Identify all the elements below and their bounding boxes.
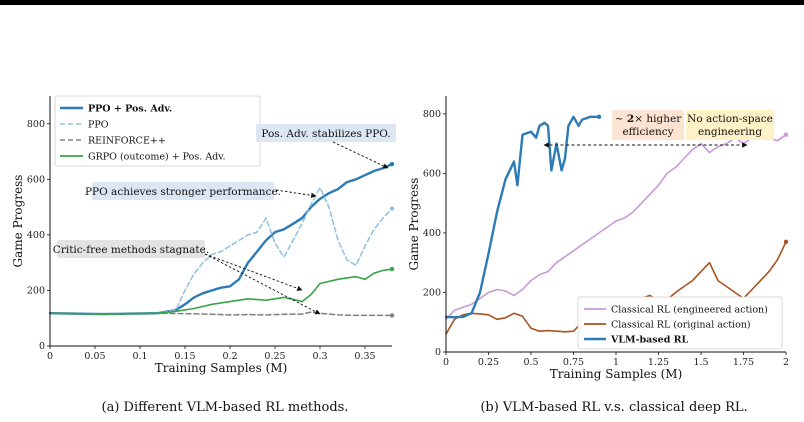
x-tick-label: 0.05 <box>84 351 105 362</box>
chart-a-legend: PPO + Pos. Adv. PPO REINFORCE++ GRPO (ou… <box>54 95 261 167</box>
legend-label-classical-engineered: Classical RL (engineered action) <box>611 305 768 316</box>
x-tick-label: 0.35 <box>354 351 375 362</box>
series-line-2 <box>444 115 601 319</box>
series-end-point-1 <box>783 239 789 245</box>
chart-b-annotations: ~ 2× higher efficiency No action-space e… <box>543 110 774 148</box>
annotation-a3-arrow-1 <box>204 253 303 291</box>
x-tick-label: 0.1 <box>132 351 147 362</box>
x-tick-label: 2 <box>783 357 789 368</box>
y-tick-label: 0 <box>39 341 45 352</box>
chart-b-x-ticks: 0 0.25 0.5 0.75 1 1.25 1.5 1.75 2 <box>443 352 789 368</box>
chart-a-x-ticks: 0 0.05 0.1 0.15 0.2 0.25 0.3 0.35 <box>47 346 376 362</box>
series-line-3 <box>49 268 393 315</box>
series-end-point-0 <box>389 161 395 167</box>
annotation-a2-arrow <box>275 189 317 198</box>
x-tick-label: 0.75 <box>563 357 584 368</box>
x-tick-label: 1 <box>613 357 619 368</box>
y-tick-label: 200 <box>27 286 45 297</box>
annotation-a3-arrow-2 <box>204 253 321 315</box>
annotation-b1-bold: 2 <box>627 113 634 125</box>
annotation-a2-text: PPO achieves stronger performance. <box>85 186 281 198</box>
y-tick-label: 400 <box>423 228 441 239</box>
legend-label-vlm: VLM-based RL <box>610 335 689 346</box>
series-end-point-2 <box>596 114 602 120</box>
chart-a: 0 0.05 0.1 0.15 0.2 0.25 0.3 0.35 0 200 400 600 800… <box>11 95 396 415</box>
x-tick-label: 0.25 <box>264 351 285 362</box>
series-line-0 <box>445 130 787 321</box>
series-end-point-2 <box>389 313 395 318</box>
annotation-a2-box <box>92 182 274 200</box>
series-end-point-0 <box>783 132 789 137</box>
y-tick-label: 0 <box>435 347 441 358</box>
x-tick-label: 0.15 <box>174 351 195 362</box>
annotation-a3-box <box>57 240 205 258</box>
legend-label-classical-original: Classical RL (original action) <box>611 320 751 331</box>
x-tick-label: 0.3 <box>312 351 327 362</box>
chart-b-legend: Classical RL (engineered action) Classic… <box>577 296 783 350</box>
annotation-a1-text: Pos. Adv. stabilizes PPO. <box>261 128 390 140</box>
annotation-b2-line1: No action-space <box>687 113 773 125</box>
annotation-b1-line2: efficiency <box>622 126 673 138</box>
x-tick-label: 1.5 <box>693 357 708 368</box>
legend-label-ppo-pos-adv: PPO + Pos. Adv. <box>88 104 172 115</box>
legend-label-reinforce: REINFORCE++ <box>88 136 166 147</box>
chart-a-y-ticks: 0 200 400 600 800 <box>27 119 50 352</box>
chart-b: 0 0.25 0.5 0.75 1 1.25 1.5 1.75 2 0200400600800 … <box>407 96 789 415</box>
y-tick-label: 400 <box>27 230 45 241</box>
legend-label-grpo: GRPO (outcome) + Pos. Adv. <box>88 152 226 163</box>
chart-b-legend-box <box>577 296 783 350</box>
x-tick-label: 0.25 <box>478 357 499 368</box>
chart-a-axes <box>49 96 392 347</box>
x-tick-label: 1.75 <box>733 357 754 368</box>
annotation-b1-box <box>612 110 684 140</box>
annotation-a1-arrow <box>332 141 389 169</box>
x-tick-label: 0.5 <box>523 357 538 368</box>
y-tick-label: 200 <box>423 288 441 299</box>
series-end-point-1 <box>389 206 395 211</box>
y-tick-label: 800 <box>423 109 441 120</box>
annotation-b1-suffix: × higher <box>634 113 682 125</box>
annotation-b1-line1: ~ 2× higher <box>615 113 682 125</box>
x-tick-label: 1.25 <box>648 357 669 368</box>
annotation-b2-box <box>686 110 774 140</box>
chart-a-series <box>48 161 395 318</box>
chart-b-y-axis-label: Game Progress <box>407 178 421 271</box>
chart-b-x-axis-label: Training Samples (M) <box>550 367 683 381</box>
chart-b-caption: (b) VLM-based RL v.s. classical deep RL. <box>480 400 747 415</box>
chart-a-x-axis-label: Training Samples (M) <box>155 361 288 375</box>
annotation-b1-prefix: ~ <box>615 113 627 125</box>
x-tick-label: 0.2 <box>222 351 237 362</box>
chart-b-y-ticks: 0 200 400 600 800 <box>423 109 446 358</box>
chart-a-caption: (a) Different VLM-based RL methods. <box>102 400 349 415</box>
chart-a-annotations: Pos. Adv. stabilizes PPO. PPO achieves s… <box>53 124 396 315</box>
x-tick-label: 0 <box>47 351 53 362</box>
annotation-a3-text: Critic-free methods stagnate. <box>53 244 209 256</box>
y-tick-label: 600 <box>423 169 441 180</box>
annotation-a1-box <box>256 124 396 142</box>
legend-label-ppo: PPO <box>88 120 109 131</box>
x-tick-label: 0 <box>443 357 449 368</box>
chart-a-y-axis-label: Game Progress <box>11 175 25 268</box>
top-rule <box>0 0 804 5</box>
series-end-point-3 <box>389 266 395 272</box>
y-tick-label: 600 <box>27 175 45 186</box>
y-tick-label: 800 <box>27 119 45 130</box>
annotation-b2-line2: engineering <box>698 126 762 138</box>
